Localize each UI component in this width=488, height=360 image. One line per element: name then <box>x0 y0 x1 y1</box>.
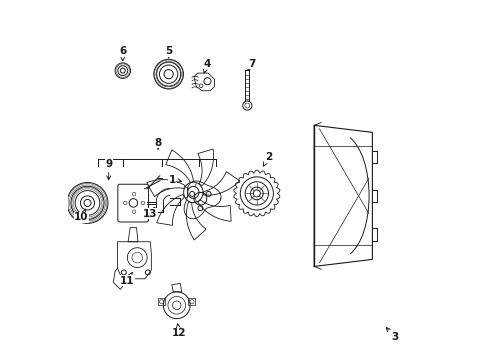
Text: 13: 13 <box>142 207 157 219</box>
Text: 7: 7 <box>247 59 255 71</box>
Text: 3: 3 <box>386 328 397 342</box>
Text: 11: 11 <box>120 273 134 285</box>
Text: 9: 9 <box>105 159 112 180</box>
Text: 1: 1 <box>168 175 181 185</box>
Text: 12: 12 <box>172 324 186 338</box>
Text: 8: 8 <box>154 138 162 149</box>
Text: 6: 6 <box>119 46 126 61</box>
FancyBboxPatch shape <box>118 184 148 222</box>
Text: 10: 10 <box>74 209 89 222</box>
Ellipse shape <box>183 182 203 203</box>
Text: 4: 4 <box>203 59 210 73</box>
Text: 5: 5 <box>164 46 172 58</box>
Text: 2: 2 <box>263 152 271 166</box>
